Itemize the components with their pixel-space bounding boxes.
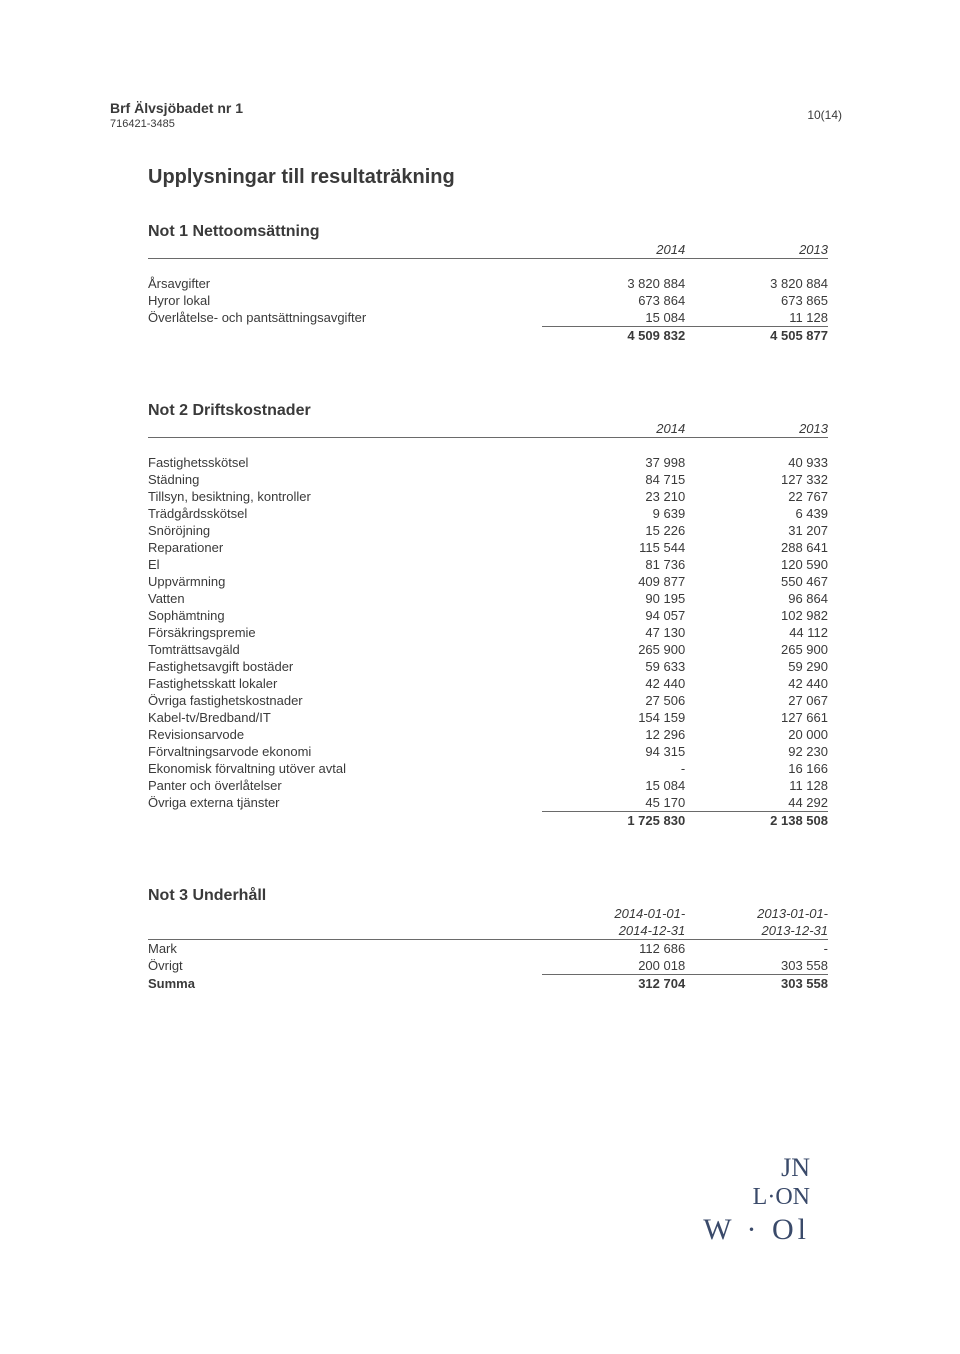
year-header: 2014-12-31 <box>542 922 685 940</box>
signature-area: JN L·ON W · Ol <box>110 1152 850 1248</box>
signature-initials: JN <box>110 1152 810 1183</box>
note-3-section: Not 3 Underhåll 2014-01-01- 2013-01-01- … <box>148 887 828 992</box>
year-header: 2013-01-01- <box>685 905 828 922</box>
table-row: Hyror lokal 673 864 673 865 <box>148 292 828 309</box>
note-1-title: Not 1 Nettoomsättning <box>148 223 828 241</box>
year-header: 2014 <box>542 241 685 259</box>
org-id: 716421-3485 <box>110 118 850 130</box>
table-row: Uppvärmning409 877550 467 <box>148 573 828 590</box>
table-total-row: 1 725 830 2 138 508 <box>148 812 828 830</box>
table-row: Städning84 715127 332 <box>148 471 828 488</box>
document-title: Upplysningar till resultaträkning <box>148 166 850 189</box>
year-header: 2013-12-31 <box>685 922 828 940</box>
table-row: Övriga externa tjänster45 17044 292 <box>148 794 828 812</box>
signature-initials: W · Ol <box>110 1212 810 1248</box>
table-row: Fastighetsskötsel37 99840 933 <box>148 454 828 471</box>
note-1-table: 2014 2013 Årsavgifter 3 820 884 3 820 88… <box>148 241 828 344</box>
year-header: 2013 <box>685 420 828 438</box>
table-row: Överlåtelse- och pantsättningsavgifter 1… <box>148 309 828 327</box>
table-row: Försäkringspremie47 13044 112 <box>148 624 828 641</box>
table-row: Revisionsarvode12 29620 000 <box>148 726 828 743</box>
page-number: 10(14) <box>807 108 842 122</box>
note-3-title: Not 3 Underhåll <box>148 887 828 905</box>
note-2-table: 2014 2013 Fastighetsskötsel37 99840 933 … <box>148 420 828 829</box>
table-row: Kabel-tv/Bredband/IT154 159127 661 <box>148 709 828 726</box>
table-row: Reparationer115 544288 641 <box>148 539 828 556</box>
year-header: 2014 <box>542 420 685 438</box>
table-row: Årsavgifter 3 820 884 3 820 884 <box>148 275 828 292</box>
table-row: Mark112 686- <box>148 940 828 958</box>
table-row: Fastighetsavgift bostäder59 63359 290 <box>148 658 828 675</box>
note-2-section: Not 2 Driftskostnader 2014 2013 Fastighe… <box>148 402 828 829</box>
table-row: Ekonomisk förvaltning utöver avtal-16 16… <box>148 760 828 777</box>
note-2-title: Not 2 Driftskostnader <box>148 402 828 420</box>
table-row: Trädgårdsskötsel9 6396 439 <box>148 505 828 522</box>
note-1-section: Not 1 Nettoomsättning 2014 2013 Årsavgif… <box>148 223 828 344</box>
table-row: Vatten90 19596 864 <box>148 590 828 607</box>
year-header: 2013 <box>685 241 828 259</box>
year-header: 2014-01-01- <box>542 905 685 922</box>
table-total-row: Summa 312 704 303 558 <box>148 975 828 993</box>
table-row: Förvaltningsarvode ekonomi94 31592 230 <box>148 743 828 760</box>
table-row: El81 736120 590 <box>148 556 828 573</box>
table-row: Snöröjning15 22631 207 <box>148 522 828 539</box>
table-row: Övriga fastighetskostnader27 50627 067 <box>148 692 828 709</box>
table-row: Sophämtning94 057102 982 <box>148 607 828 624</box>
org-name: Brf Älvsjöbadet nr 1 <box>110 100 850 116</box>
table-row: Panter och överlåtelser15 08411 128 <box>148 777 828 794</box>
table-row: Övrigt200 018303 558 <box>148 957 828 975</box>
note-3-table: 2014-01-01- 2013-01-01- 2014-12-31 2013-… <box>148 905 828 992</box>
table-total-row: 4 509 832 4 505 877 <box>148 327 828 345</box>
table-row: Tillsyn, besiktning, kontroller23 21022 … <box>148 488 828 505</box>
table-row: Fastighetsskatt lokaler42 44042 440 <box>148 675 828 692</box>
signature-initials: L·ON <box>110 1183 810 1212</box>
table-row: Tomträttsavgäld265 900265 900 <box>148 641 828 658</box>
